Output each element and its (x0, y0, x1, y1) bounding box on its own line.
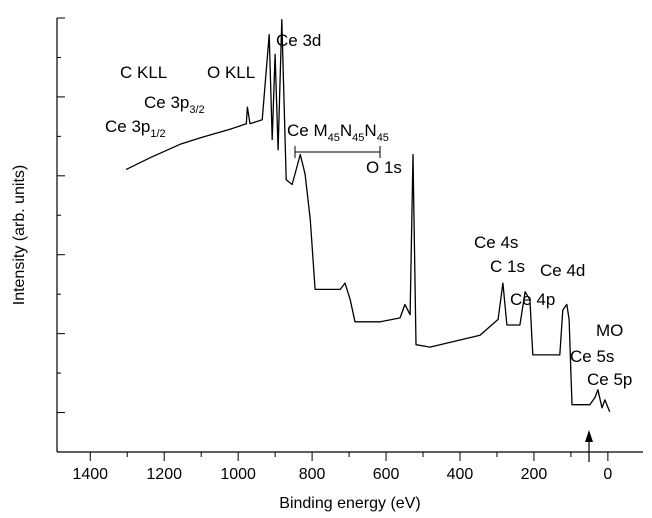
annotation: Ce 5p (587, 370, 632, 389)
annotation-text: C 1s (490, 257, 525, 276)
x-tick-label: 1200 (146, 466, 182, 483)
annotation-text: Ce 4p (510, 290, 555, 309)
annotation: Ce 4p (510, 290, 555, 309)
annotation-subscript: 45 (328, 132, 340, 144)
annotation-subscript: 45 (352, 132, 364, 144)
annotation-text: MO (596, 321, 623, 340)
annotation-text: Ce 5p (587, 370, 632, 389)
annotation: Ce 3p3/2 (144, 93, 205, 116)
annotation: Ce 5s (570, 347, 614, 366)
annotation: Ce 4s (474, 233, 518, 252)
x-tick-label: 400 (447, 466, 474, 483)
annotation: Ce 3p1/2 (105, 117, 166, 140)
annotation-text: N (364, 121, 376, 140)
x-tick-label: 800 (299, 466, 326, 483)
annotation: Ce M45N45N45 (287, 121, 389, 144)
x-axis-label: Binding energy (eV) (279, 495, 420, 512)
x-tick-label: 200 (521, 466, 548, 483)
annotation-text: Ce 3d (276, 31, 321, 50)
x-tick-label: 1400 (72, 466, 108, 483)
annotation-text: Ce 3p (144, 93, 189, 112)
annotation-subscript: 1/2 (150, 128, 165, 140)
annotation: O KLL (207, 63, 255, 82)
x-tick-label: 1000 (220, 466, 256, 483)
annotation-text: Ce M (287, 121, 328, 140)
annotation: C KLL (120, 63, 167, 82)
annotation-text: N (340, 121, 352, 140)
y-axis-label: Intensity (arb. units) (11, 165, 28, 306)
annotation-text: C KLL (120, 63, 167, 82)
x-tick-label: 0 (603, 466, 612, 483)
annotation: Ce 3d (276, 31, 321, 50)
annotation-text: Ce 4s (474, 233, 518, 252)
annotation-text: Ce 5s (570, 347, 614, 366)
annotation: Ce 4d (540, 261, 585, 280)
annotation-text: O KLL (207, 63, 255, 82)
annotation-subscript: 45 (377, 132, 389, 144)
arrow-head (585, 430, 593, 442)
annotation-text: O 1s (366, 158, 402, 177)
x-tick-label: 600 (373, 466, 400, 483)
spectrum-line (125, 18, 611, 413)
annotation-text: Ce 4d (540, 261, 585, 280)
annotation: MO (596, 321, 623, 340)
annotation: O 1s (366, 158, 402, 177)
annotation-subscript: 3/2 (189, 104, 204, 116)
annotation-text: Ce 3p (105, 117, 150, 136)
annotation: C 1s (490, 257, 525, 276)
